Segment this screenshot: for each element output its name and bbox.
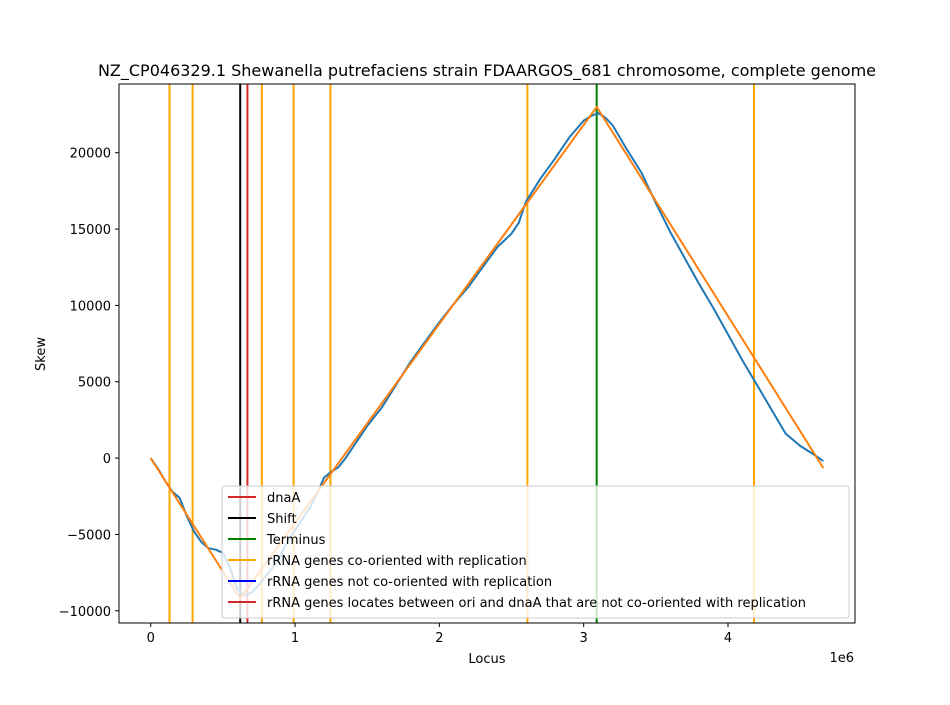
y-tick-label-3: 5000 (78, 376, 111, 391)
legend-label-0: dnaA (267, 491, 300, 506)
legend-label-2: Terminus (266, 533, 326, 548)
x-axis-label: Locus (468, 652, 505, 667)
y-ticks-layer: −10000 −5000 0 5000 10000 15000 20000 (59, 147, 119, 620)
plot-border (118, 83, 856, 624)
x-tick-label-0: 0 (147, 631, 155, 646)
x-tick-label-4: 4 (724, 631, 732, 646)
legend-label-4: rRNA genes not co-oriented with replicat… (267, 575, 552, 590)
y-tick-label-5: 15000 (70, 223, 111, 238)
chart-title: NZ_CP046329.1 Shewanella putrefaciens st… (98, 61, 876, 81)
skew-fit-line (149, 105, 825, 600)
legend-label-3: rRNA genes co-oriented with replication (267, 554, 527, 569)
legend: dnaA Shift Terminus rRNA genes co-oriented … (221, 485, 850, 619)
x-tick-label-2: 2 (435, 631, 443, 646)
legend-label-5: rRNA genes locates between ori and dnaA … (267, 596, 806, 611)
legend-label-1: Shift (267, 512, 297, 527)
y-tick-label-0: −10000 (59, 605, 111, 620)
y-axis-label: Skew (34, 337, 49, 371)
x-ticks-layer: 0 1 2 3 4 (147, 623, 732, 646)
legend-box (221, 485, 850, 619)
y-tick-label-1: −5000 (67, 528, 111, 543)
x-tick-label-1: 1 (291, 631, 299, 646)
y-tick-label-4: 10000 (70, 299, 111, 314)
x-axis-offset-text: 1e6 (829, 651, 854, 666)
y-tick-label-2: 0 (103, 452, 111, 467)
y-tick-label-6: 20000 (70, 147, 111, 162)
x-tick-label-3: 3 (580, 631, 588, 646)
plot-frame (118, 83, 856, 624)
